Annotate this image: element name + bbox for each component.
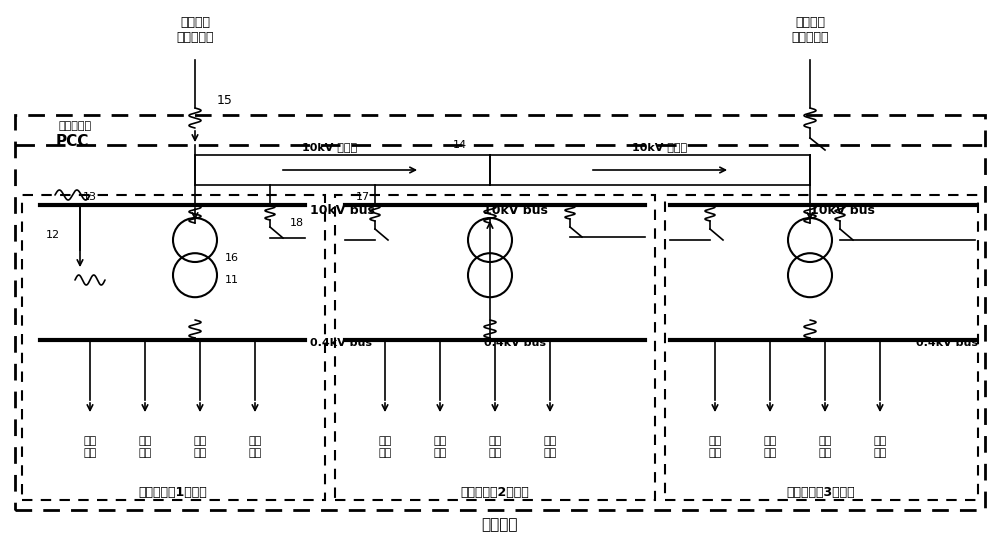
Bar (15, 115, 985, 510)
Bar (335, 195, 655, 500)
Text: 0.4kV bus: 0.4kV bus (310, 338, 372, 348)
Text: 16: 16 (225, 253, 239, 263)
Text: 一级微网：3号微网: 一级微网：3号微网 (787, 486, 855, 500)
Text: 用电
线路: 用电 线路 (708, 436, 722, 458)
Text: 13: 13 (83, 192, 97, 202)
Bar (22, 195, 325, 500)
Text: PCC: PCC (55, 134, 89, 149)
Text: 10kV bus: 10kV bus (483, 203, 547, 217)
Text: 二级微网: 二级微网 (482, 517, 518, 532)
Text: 用电
线路: 用电 线路 (83, 436, 97, 458)
Text: 12: 12 (46, 230, 60, 240)
Text: 17: 17 (356, 192, 370, 202)
Text: 用电
线路: 用电 线路 (138, 436, 152, 458)
Text: 0.4kV bus: 0.4kV bus (484, 338, 546, 348)
Text: 18: 18 (290, 218, 304, 228)
Text: 11: 11 (225, 275, 239, 285)
Text: 一级微网：1号微网: 一级微网：1号微网 (139, 486, 207, 500)
Text: 储能
设备: 储能 设备 (818, 436, 832, 458)
Text: 14: 14 (453, 140, 467, 150)
Text: 热电
联供: 热电 联供 (433, 436, 447, 458)
Text: 用电
线路: 用电 线路 (378, 436, 392, 458)
Bar (665, 195, 978, 500)
Text: 光伏
发电: 光伏 发电 (873, 436, 887, 458)
Text: 10kV 联络线: 10kV 联络线 (302, 142, 358, 152)
Text: 用电
线路: 用电 线路 (763, 436, 777, 458)
Text: 10kV bus: 10kV bus (810, 203, 874, 217)
Text: 公共连接点: 公共连接点 (58, 121, 92, 131)
Text: 15: 15 (217, 94, 233, 106)
Text: 10kV 联络线: 10kV 联络线 (632, 142, 688, 152)
Text: 一级微网：2号微网: 一级微网：2号微网 (461, 486, 529, 500)
Text: 光伏
发电: 光伏 发电 (248, 436, 262, 458)
Text: 储能
设备: 储能 设备 (488, 436, 502, 458)
Text: 电网进线
（主供线）: 电网进线 （主供线） (176, 16, 214, 44)
Text: 10kV bus: 10kV bus (310, 203, 375, 217)
Text: 电网进线
（备用线）: 电网进线 （备用线） (791, 16, 829, 44)
Text: 储能
设备: 储能 设备 (193, 436, 207, 458)
Text: 光伏
发电: 光伏 发电 (543, 436, 557, 458)
Text: 0.4kV bus: 0.4kV bus (916, 338, 978, 348)
